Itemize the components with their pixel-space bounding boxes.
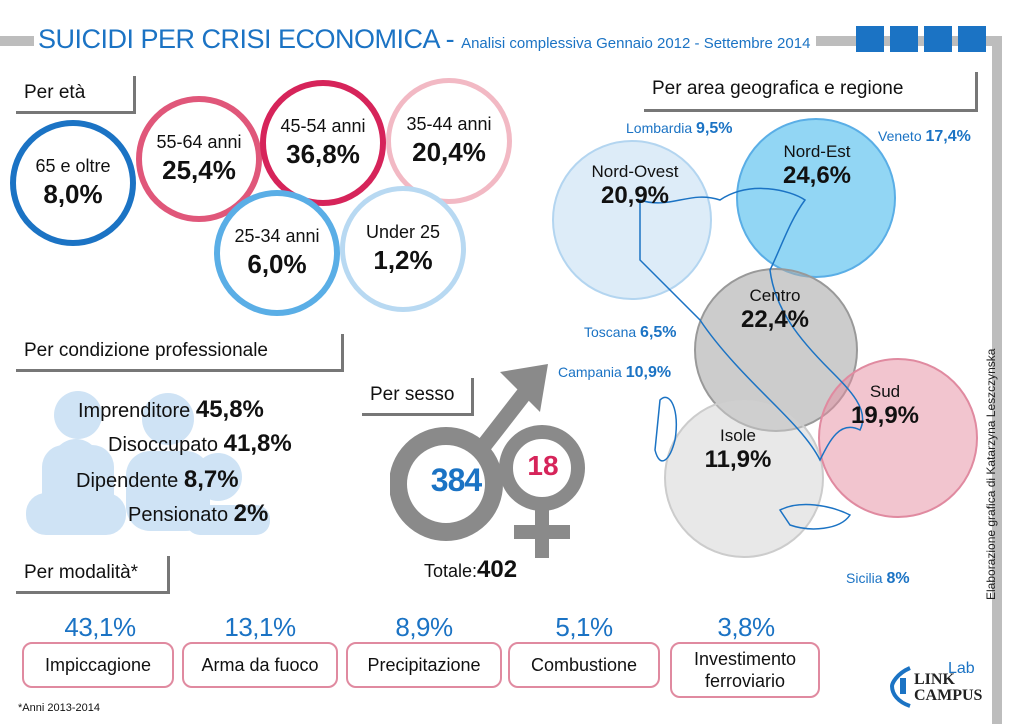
- decor-square: [856, 26, 884, 52]
- profession-label: Dipendente: [76, 470, 179, 492]
- area-circle-nord-est: [736, 118, 896, 278]
- profession-row: Disoccupato 41,8%: [108, 430, 292, 458]
- sex-heading: Per sesso: [362, 378, 474, 416]
- people-silhouette-icon: [26, 391, 270, 535]
- mode-label: Precipitazione: [346, 642, 502, 688]
- male-count: 384: [430, 462, 482, 498]
- mode-pct: 13,1%: [224, 612, 296, 642]
- logo-mark-icon: [889, 666, 911, 708]
- mode-pct: 43,1%: [64, 612, 136, 642]
- logo-text: LINK CAMPUS: [914, 671, 983, 704]
- mode-label: Investimento ferroviario: [670, 642, 820, 698]
- right-rule: [992, 36, 1002, 724]
- footnote: *Anni 2013-2014: [18, 702, 100, 714]
- profession-row: Dipendente 8,7%: [76, 466, 239, 494]
- age-label: Under 25: [365, 222, 441, 242]
- age-label: 55-64 anni: [156, 132, 242, 152]
- profession-label: Pensionato: [128, 504, 229, 526]
- linkcampus-logo: LINK CAMPUS Lab: [886, 660, 986, 712]
- profession-row: Pensionato 2%: [128, 500, 268, 528]
- area-centro: Centro 22,4%: [740, 286, 810, 333]
- mode-pct: 8,9%: [395, 612, 453, 642]
- profession-label: Disoccupato: [108, 434, 219, 456]
- logo-sup: Lab: [948, 660, 975, 677]
- age-circle-35-44: 35-44 anni 20,4%: [386, 78, 512, 204]
- decor-square: [958, 26, 986, 52]
- profession-value: 41,8%: [223, 430, 292, 457]
- decor-square: [924, 26, 952, 52]
- age-circle-25-34: 25-34 anni 6,0%: [214, 190, 340, 316]
- area-nord-est: Nord-Est 24,6%: [782, 142, 852, 189]
- age-value: 6,0%: [247, 249, 307, 279]
- mode-pct: 3,8%: [717, 612, 775, 642]
- female-count: 18: [527, 450, 559, 481]
- age-circle-under25: Under 25 1,2%: [340, 186, 466, 312]
- age-label: 45-54 anni: [280, 116, 366, 136]
- geo-heading: Per area geografica e regione: [644, 72, 978, 112]
- area-sud: Sud 19,9%: [850, 382, 920, 429]
- age-value: 20,4%: [412, 137, 486, 167]
- profession-value: 2%: [233, 500, 269, 527]
- area-nord-ovest: Nord-Ovest 20,9%: [591, 162, 679, 209]
- gender-symbols-icon: [390, 364, 585, 558]
- region-campania: Campania 10,9%: [558, 364, 672, 381]
- region-lombardia: Lombardia 9,5%: [626, 120, 733, 137]
- age-label: 25-34 anni: [234, 226, 320, 246]
- age-label: 35-44 anni: [406, 114, 492, 134]
- mode-label: Impiccagione: [22, 642, 174, 688]
- region-veneto: Veneto 17,4%: [878, 128, 971, 145]
- area-circle-isole: [664, 398, 824, 558]
- age-circle-55-64: 55-64 anni 25,4%: [136, 96, 262, 222]
- profession-row: Imprenditore 45,8%: [78, 396, 264, 424]
- profession-value: 8,7%: [183, 466, 239, 493]
- age-value: 25,4%: [162, 155, 236, 185]
- decor-square: [890, 26, 918, 52]
- age-circle-45-54: 45-54 anni 36,8%: [260, 80, 386, 206]
- area-circle-nord-ovest: [552, 140, 712, 300]
- age-circle-65plus: 65 e oltre 8,0%: [10, 120, 136, 246]
- age-value: 1,2%: [373, 245, 433, 275]
- italy-map-outline: [639, 187, 864, 530]
- mode-label: Arma da fuoco: [182, 642, 338, 688]
- age-label: 65 e oltre: [35, 156, 111, 176]
- page-title: SUICIDI PER CRISI ECONOMICA - Analisi co…: [34, 24, 817, 55]
- age-value: 36,8%: [286, 139, 360, 169]
- age-value: 8,0%: [43, 179, 103, 209]
- region-toscana: Toscana 6,5%: [584, 324, 677, 341]
- sex-total: Totale:402: [424, 556, 518, 583]
- credit: Elaborazione grafica di Katarzyna Leszcz…: [984, 348, 998, 600]
- age-heading: Per età: [16, 76, 136, 114]
- page-subtitle: Analisi complessiva Gennaio 2012 - Sette…: [461, 35, 811, 52]
- mode-heading: Per modalità*: [16, 556, 170, 594]
- profession-value: 45,8%: [195, 396, 264, 423]
- region-sicilia: Sicilia 8%: [846, 570, 910, 587]
- profession-heading: Per condizione professionale: [16, 334, 344, 372]
- profession-label: Imprenditore: [78, 400, 191, 422]
- mode-label: Combustione: [508, 642, 660, 688]
- mode-pct: 5,1%: [555, 612, 613, 642]
- area-isole: Isole 11,9%: [704, 426, 772, 473]
